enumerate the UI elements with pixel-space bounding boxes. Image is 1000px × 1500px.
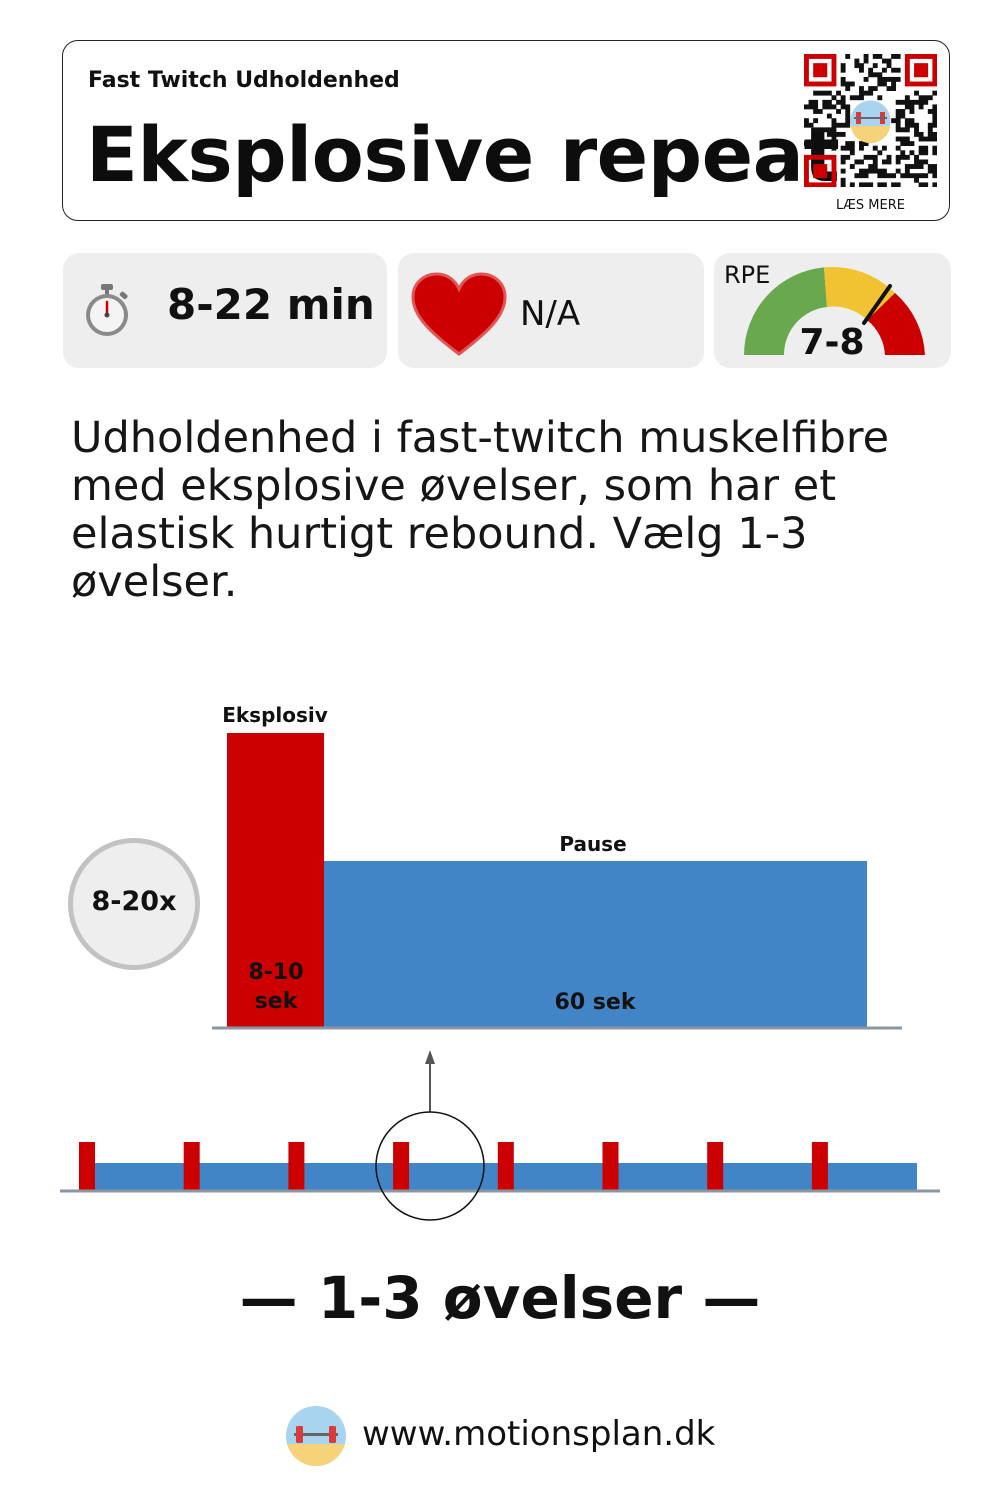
exercises-count: — 1-3 øvelser — (239, 1264, 761, 1332)
footer-url[interactable]: www.motionsplan.dk (362, 1414, 716, 1454)
description: Udholdenhed i fast-twitch muskelfibre me… (71, 413, 890, 607)
timeline-work-block (79, 1142, 95, 1191)
motionsplan-logo[interactable] (286, 1406, 346, 1466)
stopwatch-icon (86, 284, 128, 336)
work-duration: 8-10 sek (248, 960, 304, 1014)
timeline-work-block (288, 1142, 305, 1191)
repetitions-value: 8-20x (91, 886, 177, 917)
timeline-work-block (497, 1142, 514, 1191)
work-bar-label: Eksplosiv (222, 703, 328, 727)
timeline-pause-bar (87, 1163, 917, 1191)
duration-value: 8-22 min (167, 280, 375, 329)
subtitle: Fast Twitch Udholdenhed (88, 68, 400, 93)
rpe-label: RPE (724, 261, 771, 289)
repetitions-badge (68, 838, 200, 970)
zoom-arrow-head (425, 1050, 435, 1064)
pause-duration: 60 sek (554, 990, 636, 1015)
heart-icon (411, 272, 507, 356)
heart-rate-value: N/A (520, 294, 581, 334)
pause-bar-label: Pause (559, 832, 627, 856)
timeline-work-block (602, 1142, 619, 1191)
qr-code[interactable] (804, 54, 937, 187)
rpe-gauge (744, 266, 925, 355)
zoom-circle (375, 1111, 485, 1221)
rpe-value: 7-8 (799, 322, 865, 363)
timeline-work-block (393, 1142, 410, 1191)
qr-caption[interactable]: LÆS MERE (836, 198, 905, 213)
page-title: Eksplosive repeat (86, 110, 840, 199)
header-card (62, 40, 950, 221)
timeline-work-block (183, 1142, 200, 1191)
timeline-work-block (811, 1142, 828, 1191)
timeline-work-block (707, 1142, 724, 1191)
